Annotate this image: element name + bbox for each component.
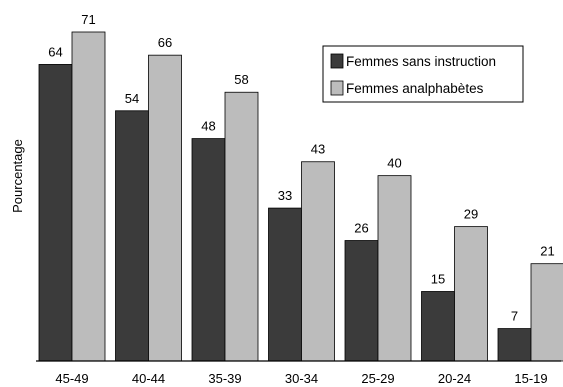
data-label-analphabetes-45-49: 71 (81, 12, 95, 27)
bar-analphabetes-35-39 (224, 91, 259, 362)
legend-swatch-series-2 (330, 80, 344, 96)
bar-sans-instruction-15-19 (497, 328, 532, 362)
bars-group: 64 71 54 66 48 58 33 43 26 40 15 29 7 21 (38, 12, 563, 362)
bar-analphabetes-15-19 (530, 263, 563, 362)
data-label-analphabetes-35-39: 58 (234, 72, 248, 87)
legend-box (322, 45, 524, 103)
x-tick-label-45-49: 45-49 (55, 371, 88, 386)
data-label-sans-instruction-30-34: 33 (278, 188, 292, 203)
bar-analphabetes-40-44 (148, 54, 182, 362)
bar-sans-instruction-25-29 (344, 240, 379, 362)
x-tick-label-25-29: 25-29 (361, 371, 394, 386)
x-tick-label-30-34: 30-34 (285, 371, 318, 386)
x-tick-labels: 45-49 40-44 35-39 30-34 25-29 20-24 15-19 (55, 371, 547, 386)
data-label-sans-instruction-45-49: 64 (48, 44, 62, 59)
bar-analphabetes-30-34 (301, 161, 335, 362)
bar-sans-instruction-40-44 (115, 110, 149, 362)
x-tick-label-40-44: 40-44 (132, 371, 165, 386)
bar-analphabetes-45-49 (71, 31, 106, 362)
data-label-analphabetes-20-24: 29 (464, 207, 478, 222)
bar-analphabetes-25-29 (377, 175, 412, 362)
x-tick-label-20-24: 20-24 (438, 371, 471, 386)
legend: Femmes sans instruction Femmes analphabè… (322, 45, 524, 103)
bar-analphabetes-20-24 (454, 226, 488, 362)
data-label-sans-instruction-15-19: 7 (511, 309, 518, 324)
data-label-sans-instruction-40-44: 54 (125, 91, 139, 106)
legend-label-series-1: Femmes sans instruction (346, 54, 496, 69)
legend-label-series-2: Femmes analphabètes (346, 81, 484, 96)
data-label-analphabetes-40-44: 66 (158, 35, 172, 50)
bar-sans-instruction-45-49 (38, 64, 73, 362)
data-label-analphabetes-25-29: 40 (387, 156, 401, 171)
bar-sans-instruction-35-39 (191, 138, 226, 362)
legend-swatch-series-1 (330, 53, 344, 69)
data-label-sans-instruction-25-29: 26 (354, 221, 368, 236)
x-tick-label-15-19: 15-19 (514, 371, 547, 386)
data-label-analphabetes-30-34: 43 (311, 142, 325, 157)
x-tick-label-35-39: 35-39 (208, 371, 241, 386)
bar-sans-instruction-20-24 (421, 291, 455, 362)
bar-sans-instruction-30-34 (268, 207, 302, 362)
data-label-analphabetes-15-19: 21 (540, 244, 554, 259)
data-label-sans-instruction-35-39: 48 (201, 119, 215, 134)
y-axis-label: Pourcentage (10, 139, 25, 213)
data-label-sans-instruction-20-24: 15 (431, 271, 445, 286)
